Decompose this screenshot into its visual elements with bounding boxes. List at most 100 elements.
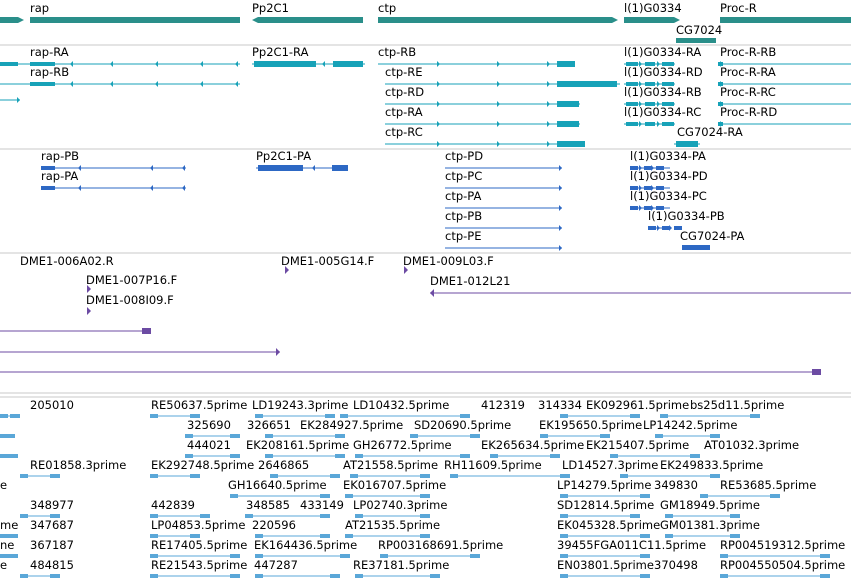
est-label[interactable]: RP003168691.5prime [378, 538, 504, 552]
est-label[interactable]: LD19243.3prime [252, 398, 349, 412]
clone-label[interactable]: DME1-008I09.F [86, 293, 174, 307]
est-label[interactable]: EK265634.5prime [481, 438, 585, 452]
est-label[interactable]: 326651 [247, 418, 291, 432]
est-label[interactable]: EK208161.5prime [246, 438, 350, 452]
protein-label-cg7024-pa[interactable]: CG7024-PA [680, 229, 745, 243]
transcript-label-l1g0334[interactable]: l(1)G0334-RA [624, 45, 702, 59]
protein-label-l1g0334[interactable]: l(1)G0334-PB [648, 209, 725, 223]
transcript-label-rap-rb[interactable]: rap-RB [30, 65, 70, 79]
transcript-label-ctp-re[interactable]: ctp-RE [385, 65, 423, 79]
gene-label-l1g0334[interactable]: l(1)G0334 [624, 1, 682, 15]
est-label[interactable]: 348977 [30, 498, 74, 512]
est-label[interactable]: LD14527.3prime [562, 458, 659, 472]
est-label[interactable]: 39455FGA011C11.5prime [557, 538, 707, 552]
est-label[interactable]: 349830 [654, 478, 698, 492]
est-label[interactable]: RE50637.5prime [151, 398, 248, 412]
gene-label-pp2c1[interactable]: Pp2C1 [252, 1, 289, 15]
transcript-label-ctp-ra[interactable]: ctp-RA [385, 105, 423, 119]
protein-label-ctp[interactable]: ctp-PC [445, 169, 483, 183]
clone-label[interactable]: DME1-006A02.R [20, 254, 114, 268]
transcript-label-rap-ra[interactable]: rap-RA [30, 45, 69, 59]
est-label[interactable]: EK016707.5prime [343, 478, 447, 492]
est-label[interactable]: RE17405.5prime [151, 538, 248, 552]
est-label[interactable]: LP02740.3prime [353, 498, 448, 512]
est-label[interactable]: 205010 [30, 398, 74, 412]
est-label[interactable]: EK284927.5prime [300, 418, 404, 432]
transcript-label-ctp-rb[interactable]: ctp-RB [378, 45, 417, 59]
est-label[interactable]: EK092961.5prime [586, 398, 690, 412]
est-label[interactable]: RH11609.5prime [444, 458, 542, 472]
est-label[interactable]: RP004519312.5prime [720, 538, 846, 552]
est-label[interactable]: e [0, 558, 8, 572]
gene-label-rap[interactable]: rap [30, 1, 50, 15]
gene-label-cg7024[interactable]: CG7024 [676, 23, 723, 37]
est-label[interactable]: RE21543.5prime [151, 558, 248, 572]
clone-label[interactable]: DME1-009L03.F [403, 254, 494, 268]
est-label[interactable]: RP004550504.5prime [720, 558, 846, 572]
est-label[interactable]: GH26772.5prime [353, 438, 452, 452]
est-label[interactable]: EK195650.5prime [539, 418, 643, 432]
est-label[interactable]: 370498 [654, 558, 698, 572]
protein-label-l1g0334[interactable]: l(1)G0334-PA [630, 149, 706, 163]
protein-label-pp2c1-pa[interactable]: Pp2C1-PA [256, 149, 312, 163]
est-label[interactable]: GH16640.5prime [228, 478, 327, 492]
protein-label-ctp[interactable]: ctp-PA [445, 189, 482, 203]
est-label[interactable]: LP04853.5prime [151, 518, 246, 532]
protein-label-l1g0334[interactable]: l(1)G0334-PD [630, 169, 708, 183]
est-label[interactable]: ne [0, 538, 15, 552]
est-label[interactable]: EK215407.5prime [586, 438, 690, 452]
protein-label-rap-pb[interactable]: rap-PB [41, 149, 80, 163]
clone-label[interactable]: DME1-007P16.F [86, 273, 178, 287]
est-label[interactable]: 447287 [254, 558, 298, 572]
est-label[interactable]: AT01032.3prime [704, 438, 800, 452]
est-label[interactable]: 484815 [30, 558, 74, 572]
est-label[interactable]: 412319 [481, 398, 525, 412]
transcript-label-ctp-rd[interactable]: ctp-RD [385, 85, 425, 99]
est-label[interactable]: me [0, 518, 19, 532]
protein-label-l1g0334[interactable]: l(1)G0334-PC [630, 189, 707, 203]
transcript-label-proc-r[interactable]: Proc-R-RD [720, 105, 778, 119]
est-label[interactable]: 348585 [246, 498, 290, 512]
est-label[interactable]: RE01858.3prime [30, 458, 127, 472]
est-label[interactable]: GM18949.5prime [660, 498, 760, 512]
est-label[interactable]: 347687 [30, 518, 74, 532]
est-label[interactable]: 367187 [30, 538, 74, 552]
est-label[interactable]: e [0, 478, 8, 492]
gene-label-ctp[interactable]: ctp [378, 1, 397, 15]
transcript-label-proc-r[interactable]: Proc-R-RA [720, 65, 776, 79]
protein-label-ctp[interactable]: ctp-PB [445, 209, 483, 223]
est-label[interactable]: 2646865 [258, 458, 310, 472]
est-label[interactable]: EN03801.5prime [557, 558, 654, 572]
transcript-label-cg7024-ra[interactable]: CG7024-RA [677, 125, 743, 139]
est-label[interactable]: EK045328.5prime [557, 518, 661, 532]
clone-label[interactable]: DME1-005G14.F [281, 254, 375, 268]
transcript-label-ctp-rc[interactable]: ctp-RC [385, 125, 423, 139]
est-label[interactable]: bs25d11.5prime [690, 398, 785, 412]
est-label[interactable]: 444021 [187, 438, 231, 452]
transcript-label-proc-r[interactable]: Proc-R-RC [720, 85, 776, 99]
gene-label-proc-r[interactable]: Proc-R [720, 1, 757, 15]
est-label[interactable]: SD12814.5prime [557, 498, 655, 512]
est-label[interactable]: AT21558.5prime [343, 458, 439, 472]
est-label[interactable]: GM01381.3prime [660, 518, 760, 532]
est-label[interactable]: EK249833.5prime [660, 458, 764, 472]
protein-label-ctp[interactable]: ctp-PE [445, 229, 482, 243]
transcript-label-proc-r[interactable]: Proc-R-RB [720, 45, 777, 59]
est-label[interactable]: RE37181.5prime [353, 558, 450, 572]
est-label[interactable]: RE53685.5prime [720, 478, 817, 492]
est-label[interactable]: EK164436.5prime [254, 538, 358, 552]
transcript-label-l1g0334[interactable]: l(1)G0334-RB [624, 85, 702, 99]
est-label[interactable]: 442839 [151, 498, 195, 512]
est-label[interactable]: LP14242.5prime [643, 418, 738, 432]
est-label[interactable]: SD20690.5prime [414, 418, 512, 432]
est-label[interactable]: 433149 [300, 498, 344, 512]
protein-label-ctp[interactable]: ctp-PD [445, 149, 484, 163]
est-label[interactable]: LP14279.5prime [557, 478, 652, 492]
est-label[interactable]: LD10432.5prime [353, 398, 450, 412]
est-label[interactable]: 314334 [538, 398, 582, 412]
est-label[interactable]: 325690 [187, 418, 231, 432]
est-label[interactable]: AT21535.5prime [345, 518, 441, 532]
transcript-label-l1g0334[interactable]: l(1)G0334-RD [624, 65, 703, 79]
est-label[interactable]: EK292748.5prime [151, 458, 255, 472]
